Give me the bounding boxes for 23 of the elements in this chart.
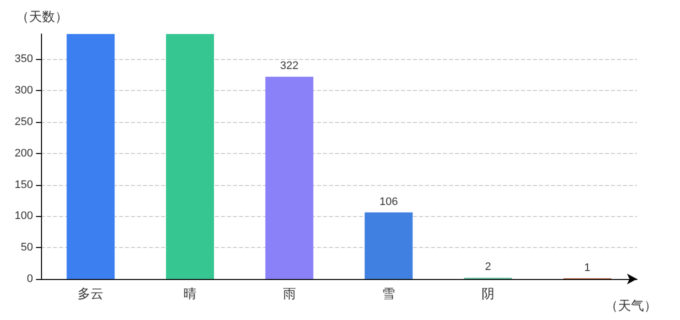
data-label: 106 xyxy=(379,196,398,208)
x-tick-label: 晴 xyxy=(184,286,196,301)
data-label: 1 xyxy=(584,262,590,274)
bar xyxy=(166,34,214,279)
y-axis-title: （天数） xyxy=(16,9,68,24)
y-tick-label: 350 xyxy=(14,53,33,66)
data-label: 2 xyxy=(484,261,492,274)
y-tick-label: 300 xyxy=(14,84,33,97)
x-tick-label: 雪 xyxy=(382,286,396,301)
y-tick-label: 150 xyxy=(14,178,33,191)
x-tick-label: 雨 xyxy=(282,286,296,301)
y-tick-label: 200 xyxy=(14,147,33,160)
x-tick-label: 多云 xyxy=(78,286,104,301)
y-tick-label: 50 xyxy=(20,242,33,254)
y-tick-label: 0 xyxy=(26,273,33,285)
x-axis-title: （天气） xyxy=(605,298,657,313)
y-tick-label: 100 xyxy=(14,210,33,222)
x-tick-label: 阴 xyxy=(482,286,494,301)
bar xyxy=(265,76,314,279)
y-tick-label: 250 xyxy=(14,116,33,128)
data-label: 322 xyxy=(280,60,299,72)
bar xyxy=(66,34,115,279)
bar xyxy=(364,212,413,279)
